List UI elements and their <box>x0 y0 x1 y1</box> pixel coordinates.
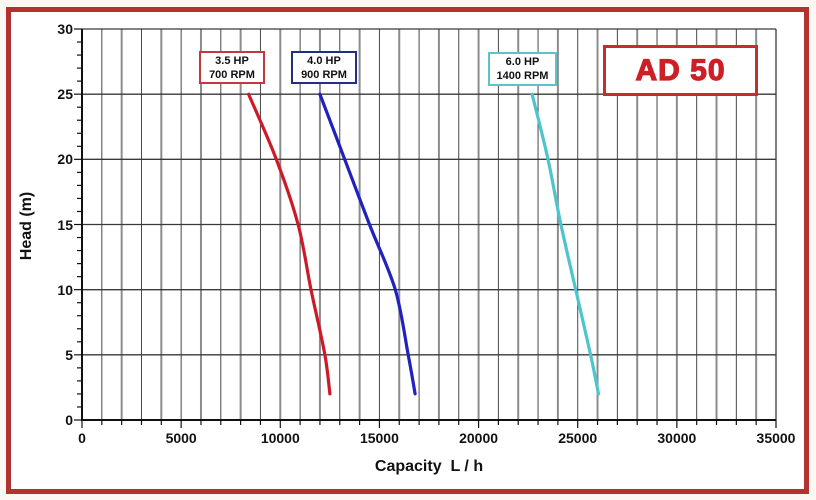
series-label-4.0hp-900rpm: 4.0 HP 900 RPM <box>291 51 357 84</box>
x-tick-label: 35000 <box>756 430 796 446</box>
series-label-3.5hp-700rpm: 3.5 HP 700 RPM <box>199 51 265 84</box>
x-tick-label: 0 <box>78 430 86 446</box>
series-label-rpm: 900 RPM <box>301 68 347 81</box>
y-tick-label: 30 <box>57 21 73 37</box>
x-tick-label: 25000 <box>558 430 598 446</box>
series-label-rpm: 700 RPM <box>209 68 255 81</box>
y-tick-label: 10 <box>57 281 73 298</box>
curve-4-0-hp-900-rpm <box>318 92 417 396</box>
x-tick-label: 20000 <box>459 430 499 446</box>
x-tick-label: 30000 <box>657 430 697 446</box>
model-designation-text: AD 50 <box>635 53 726 87</box>
series-label-power: 6.0 HP <box>505 56 540 68</box>
x-tick-label: 10000 <box>260 430 300 446</box>
model-designation-badge: AD 50 <box>603 45 758 96</box>
y-tick-label: 25 <box>57 86 73 103</box>
curve-3-5-hp-700-rpm <box>247 92 332 396</box>
series-label-6.0hp-1400rpm: 6.0 HP 1400 RPM <box>488 52 557 86</box>
series-label-power: 3.5 HP <box>215 54 249 67</box>
x-tick-label: 5000 <box>165 430 197 446</box>
y-tick-label: 15 <box>57 216 73 233</box>
curve-6-0-hp-1400-rpm <box>530 92 601 396</box>
series-label-power: 4.0 HP <box>307 54 341 67</box>
x-axis-title: Capacity L / h <box>374 458 484 475</box>
series-label-rpm: 1400 RPM <box>496 70 549 82</box>
y-tick-label: 20 <box>57 151 73 168</box>
x-tick-label: 15000 <box>359 430 399 446</box>
y-tick-label: 5 <box>65 346 73 363</box>
y-tick-label: 0 <box>65 412 73 428</box>
